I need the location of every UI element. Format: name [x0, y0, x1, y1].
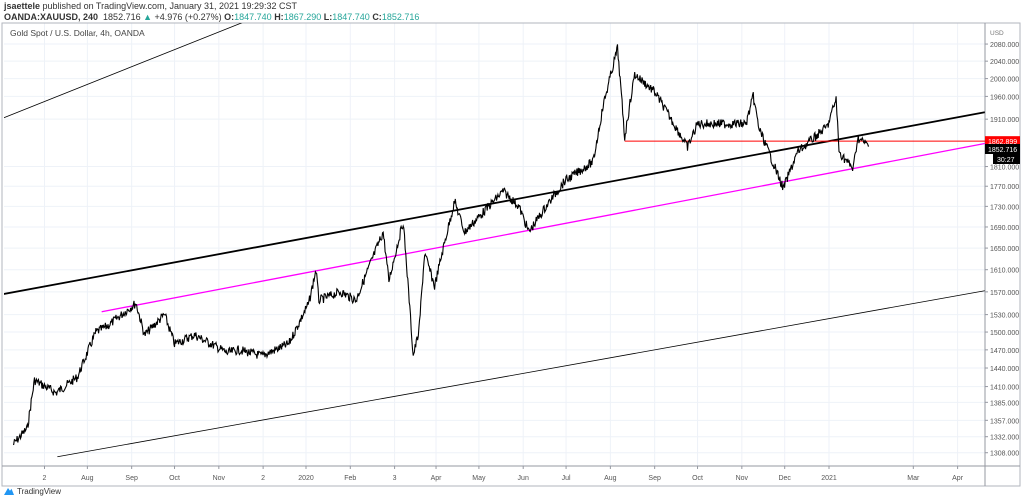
trendline-support[interactable] [101, 142, 985, 313]
y-tick-label: 1810.000 [990, 165, 1019, 172]
last-price: 1852.716 [103, 12, 141, 22]
publish-info: jsaettele published on TradingView.com, … [4, 1, 297, 11]
x-tick-label: May [472, 475, 486, 482]
y-tick-label: 2000.000 [990, 77, 1019, 84]
y-tick-label: 2040.000 [990, 59, 1019, 66]
x-tick-label: Aug [81, 475, 94, 482]
level-price-tag [985, 136, 1020, 147]
chart-frame [1, 22, 1021, 487]
trendline-lower-channel[interactable] [57, 290, 985, 458]
y-tick-label: 1470.000 [990, 348, 1019, 355]
close-label: C: [372, 12, 382, 22]
x-tick-label: 2021 [821, 475, 837, 482]
countdown-label: 30:27 [997, 157, 1015, 164]
x-tick-label: Dec [778, 475, 791, 482]
x-tick-label: Feb [344, 475, 356, 482]
y-tick-label: 2080.000 [990, 42, 1019, 49]
x-tick-label: 2 [261, 475, 265, 482]
x-tick-label: 3 [393, 475, 397, 482]
x-tick-label: Sep [648, 475, 661, 482]
y-tick-label: 1308.000 [990, 451, 1019, 458]
y-tick-label: 1500.000 [990, 330, 1019, 337]
price-series[interactable] [12, 44, 870, 446]
y-tick-label: 1357.000 [990, 418, 1019, 425]
y-tick-label: 1690.000 [990, 225, 1019, 232]
y-tick-label: 1410.000 [990, 385, 1019, 392]
y-tick-label: 1332.000 [990, 435, 1019, 442]
x-tick-label: Jun [518, 475, 529, 482]
x-tick-label: Nov [213, 475, 226, 482]
x-tick-label: Nov [736, 475, 749, 482]
open-label: O: [224, 12, 235, 22]
chart-title: Gold Spot / U.S. Dollar, 4h, OANDA [10, 28, 145, 38]
y-tick-label: 1385.000 [990, 400, 1019, 407]
x-tick-label: 2020 [298, 475, 314, 482]
y-tick-label: 1650.000 [990, 246, 1019, 253]
high-value: 1867.290 [283, 12, 322, 22]
y-tick-label: 1770.000 [990, 184, 1019, 191]
y-tick-label: 1910.000 [990, 117, 1019, 124]
last-price-label: 1852.716 [988, 147, 1017, 154]
x-tick-label: Apr [952, 475, 964, 482]
tradingview-icon [4, 488, 14, 495]
up-arrow-icon: ▲ [143, 12, 153, 22]
x-tick-label: 2 [43, 475, 47, 482]
high-label: H: [274, 12, 284, 22]
ohlc-legend: OANDA:XAUUSD, 240 1852.716 ▲ +4.976 (+0.… [4, 12, 419, 22]
x-tick-label: Jul [562, 475, 571, 482]
symbol: OANDA:XAUUSD, 240 [4, 12, 99, 22]
low-label: L: [323, 12, 333, 22]
x-tick-label: Aug [604, 475, 617, 482]
open-value: 1847.740 [234, 12, 272, 22]
y-tick-label: 1960.000 [990, 94, 1019, 101]
x-tick-label: Apr [431, 475, 443, 482]
x-tick-label: Mar [907, 475, 920, 482]
x-tick-label: Sep [125, 475, 138, 482]
y-tick-label: 1530.000 [990, 313, 1019, 320]
brand-label: TradingView [17, 487, 62, 496]
last-price-tag [985, 143, 1020, 154]
x-tick-label: Oct [692, 475, 703, 482]
level-price-label: 1862.899 [988, 139, 1017, 146]
tradingview-logo[interactable]: TradingView [4, 487, 61, 496]
trendline-mid-channel[interactable] [0, 111, 985, 295]
y-tick-label: 1730.000 [990, 204, 1019, 211]
countdown-tag [993, 153, 1020, 164]
y-tick-label: 1610.000 [990, 268, 1019, 275]
author[interactable]: jsaettele [4, 1, 41, 11]
y-tick-label: 1440.000 [990, 366, 1019, 373]
trendline-upper-channel[interactable] [0, 15, 262, 119]
low-value: 1847.740 [332, 12, 370, 22]
plot-area[interactable] [0, 15, 985, 458]
y-tick-label: 1570.000 [990, 290, 1019, 297]
publish-date: published on TradingView.com, January 31… [42, 1, 298, 11]
price-change: +4.976 (+0.27%) [154, 12, 222, 22]
x-tick-label: Oct [169, 475, 180, 482]
close-value: 1852.716 [381, 12, 420, 22]
currency-label: USD [990, 30, 1004, 37]
